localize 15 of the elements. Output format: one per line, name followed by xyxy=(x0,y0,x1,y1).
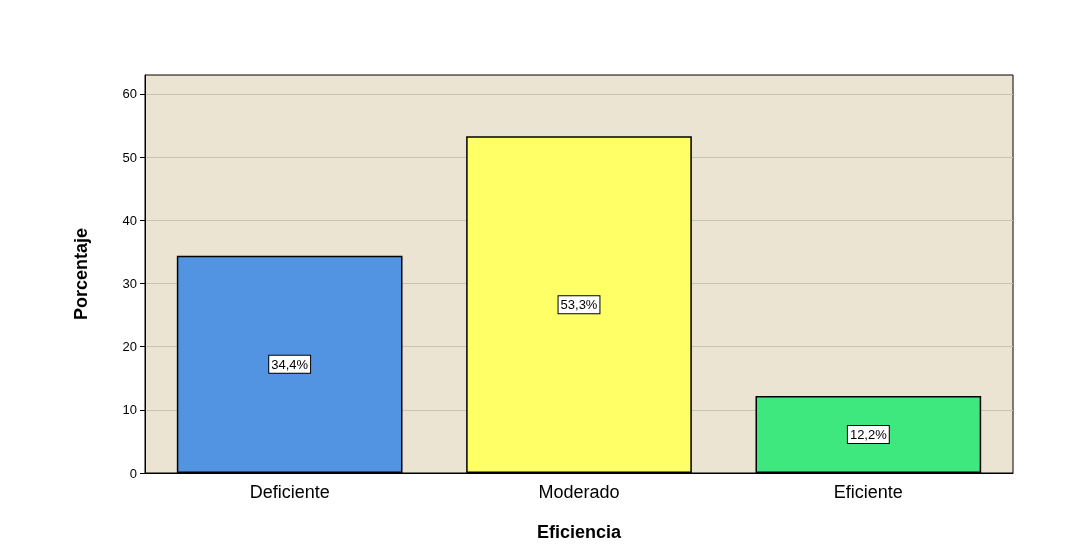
data-label: 34,4% xyxy=(271,356,309,372)
y-tick-label: 60 xyxy=(122,86,137,102)
y-axis-title: Porcentaje xyxy=(71,227,91,321)
x-tick-label: Deficiente xyxy=(249,482,330,502)
x-tick-label: Moderado xyxy=(538,482,620,502)
y-tick-label: 30 xyxy=(122,275,137,291)
y-tick-label: 10 xyxy=(122,402,137,418)
x-axis-title: Eficiencia xyxy=(536,522,623,542)
x-tick-label: Eficiente xyxy=(833,482,903,502)
y-tick-label: 0 xyxy=(129,465,137,481)
data-label: 12,2% xyxy=(849,426,888,442)
y-tick-label: 40 xyxy=(122,212,137,228)
y-tick-label: 20 xyxy=(122,339,137,355)
y-tick-label: 50 xyxy=(122,149,137,165)
data-label: 53,3% xyxy=(560,297,598,313)
